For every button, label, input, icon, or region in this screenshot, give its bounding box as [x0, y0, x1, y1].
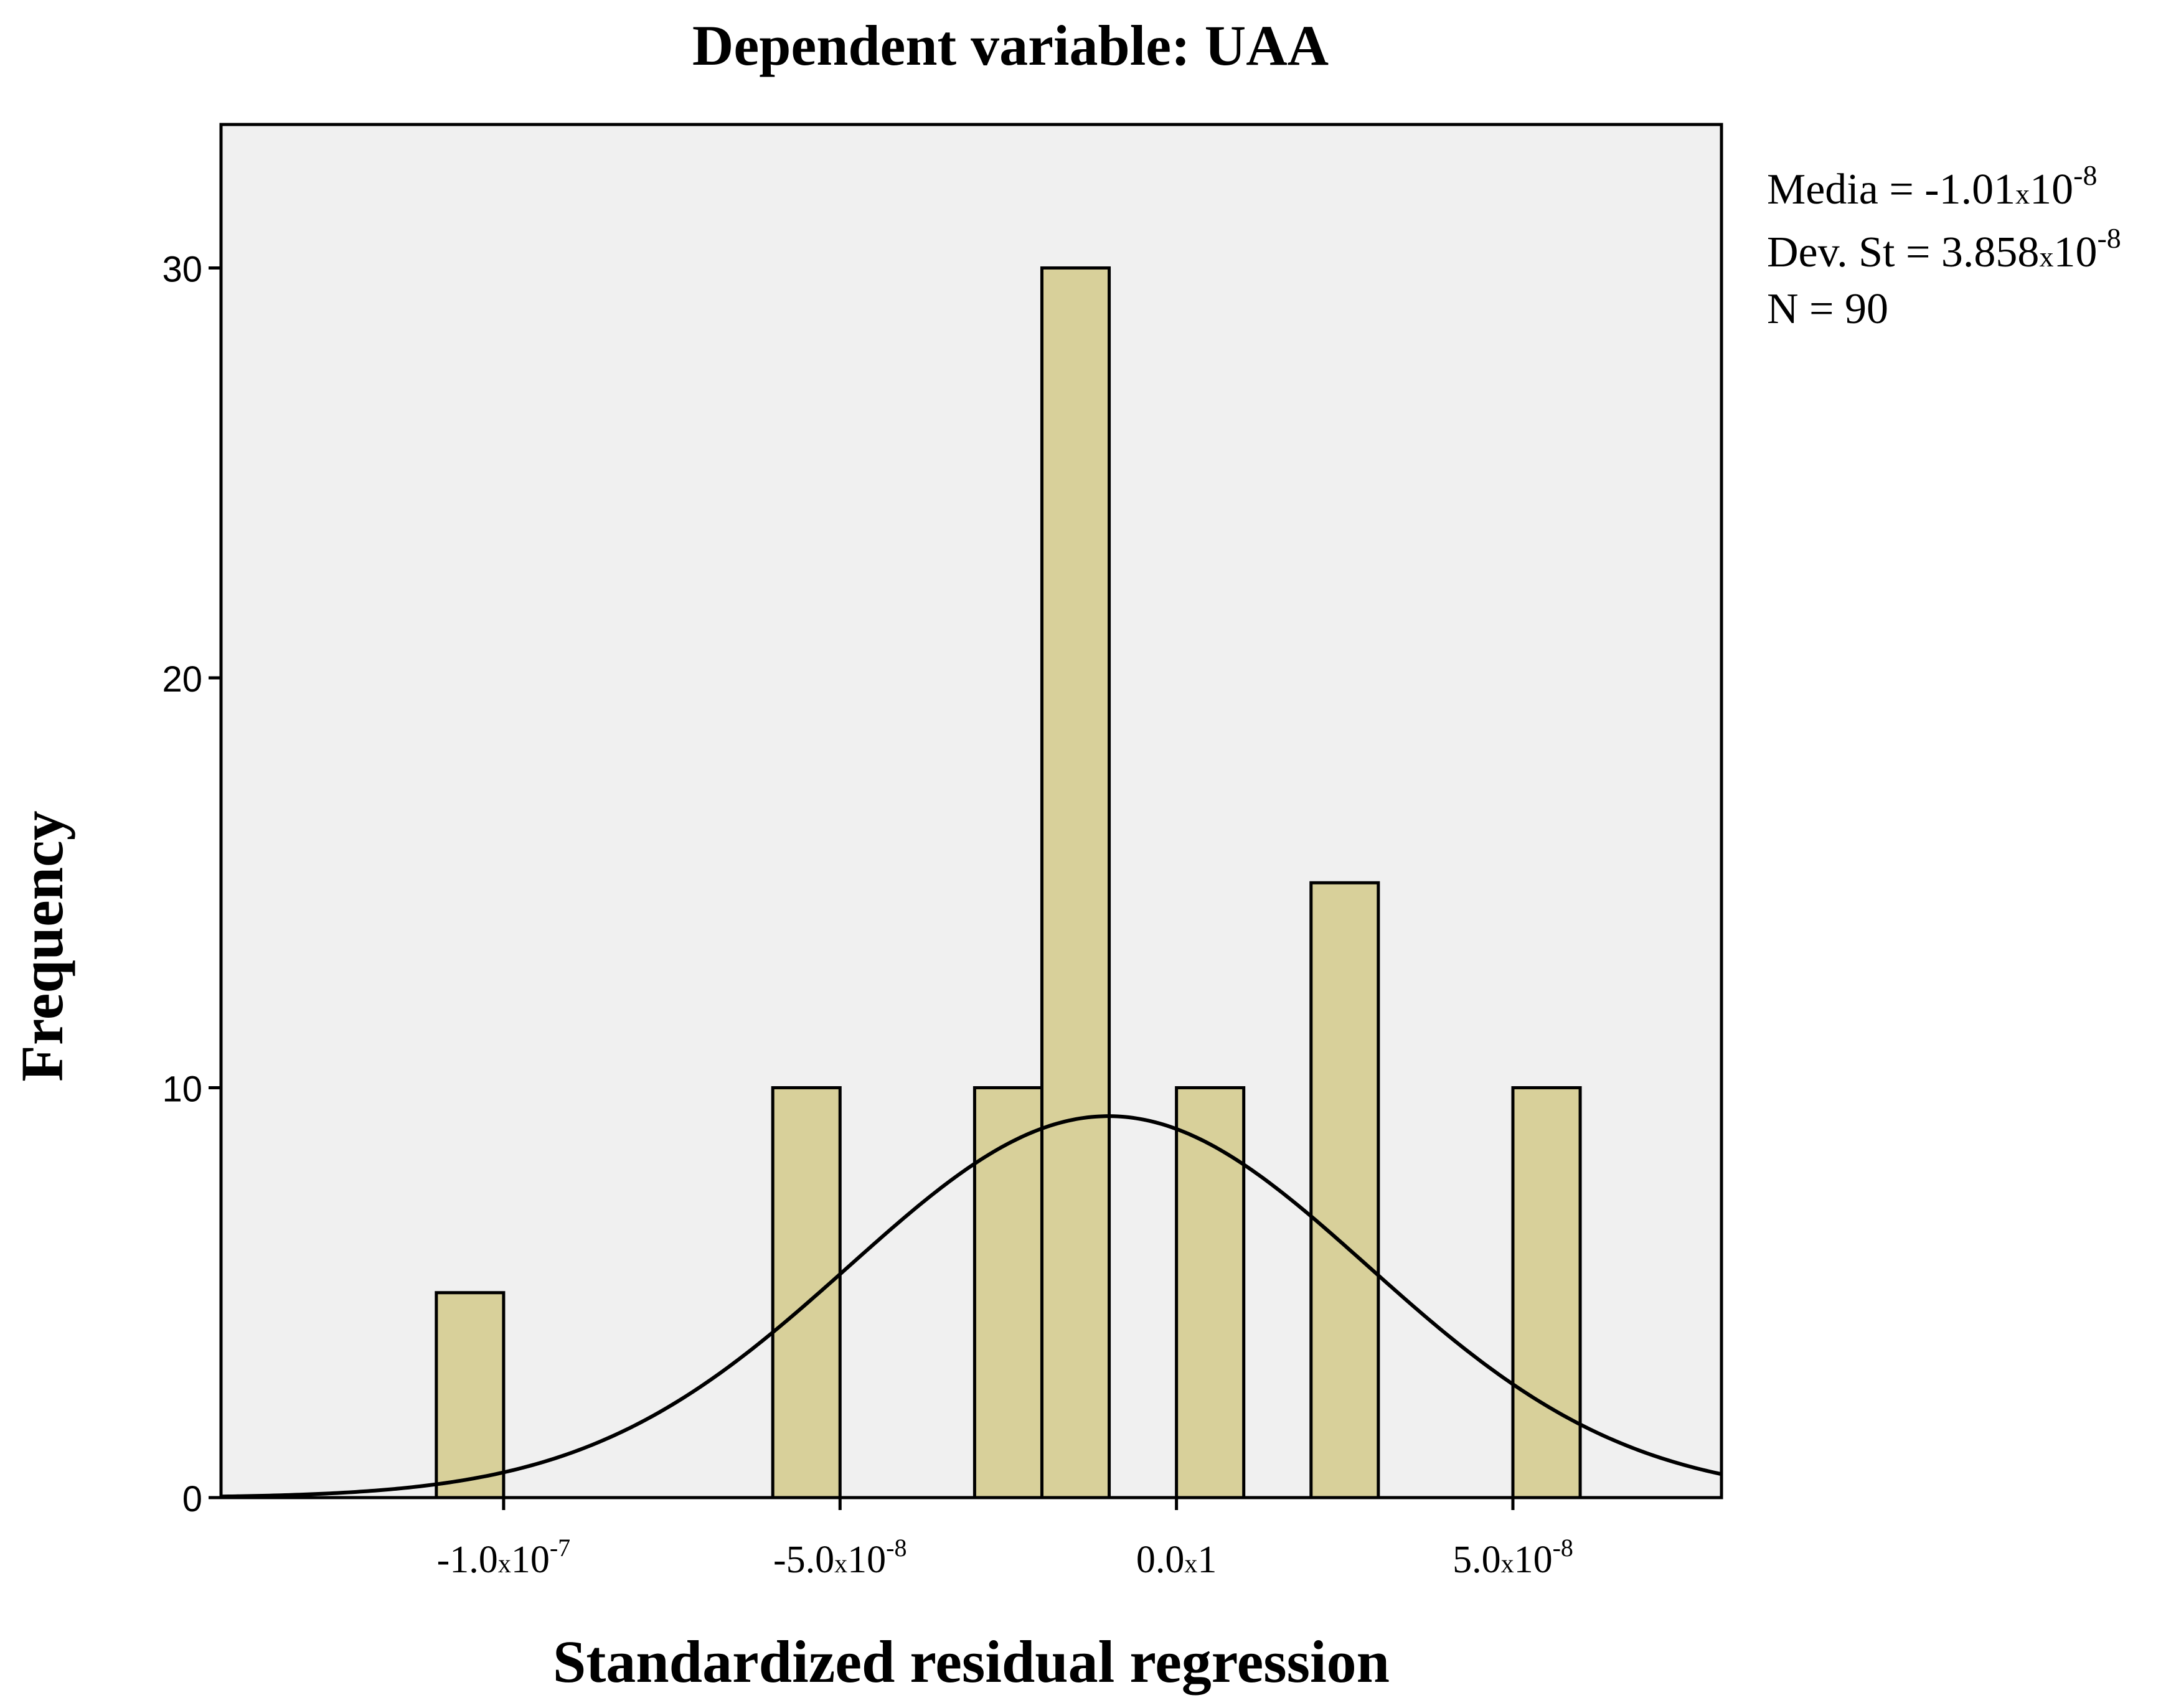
x-axis-label: Standardized residual regression: [553, 1628, 1390, 1695]
stat-std: Dev. St = 3.858x10-8: [1767, 222, 2121, 276]
histogram-bars: [435, 266, 1582, 1499]
stat-n: N = 90: [1767, 285, 1888, 333]
x-tick-label: -5.0x10-8: [773, 1534, 907, 1581]
y-tick-label: 0: [182, 1479, 202, 1519]
y-tick-label: 20: [162, 659, 202, 700]
histogram-bar: [1040, 266, 1111, 1499]
histogram-bar: [771, 1086, 842, 1499]
stat-mean: Media = -1.01x10-8: [1767, 159, 2097, 214]
histogram-bar: [1175, 1086, 1246, 1499]
histogram-bar: [972, 1086, 1043, 1499]
x-tick-label: 0.0x1: [1136, 1539, 1217, 1581]
histogram-bar: [1511, 1086, 1582, 1499]
histogram-bar: [1309, 881, 1380, 1499]
plot-area: [221, 124, 1721, 1498]
y-axis-label: Frequency: [9, 810, 75, 1082]
chart-title: Dependent variable: UAA: [692, 14, 1329, 77]
y-tick-label: 30: [162, 249, 202, 289]
histogram-bar: [435, 1291, 506, 1499]
x-tick-label: -1.0x10-7: [437, 1534, 570, 1581]
plot-frame: [219, 123, 1723, 1499]
x-axis: -1.0x10-7 -5.0x10-8 0.0x1 5.0x10-8: [437, 1498, 1573, 1581]
y-axis: 0 10 20 30: [162, 249, 221, 1519]
x-tick-label: 5.0x10-8: [1453, 1534, 1573, 1581]
y-tick-label: 10: [162, 1069, 202, 1109]
normal-curve: [220, 1114, 1722, 1499]
